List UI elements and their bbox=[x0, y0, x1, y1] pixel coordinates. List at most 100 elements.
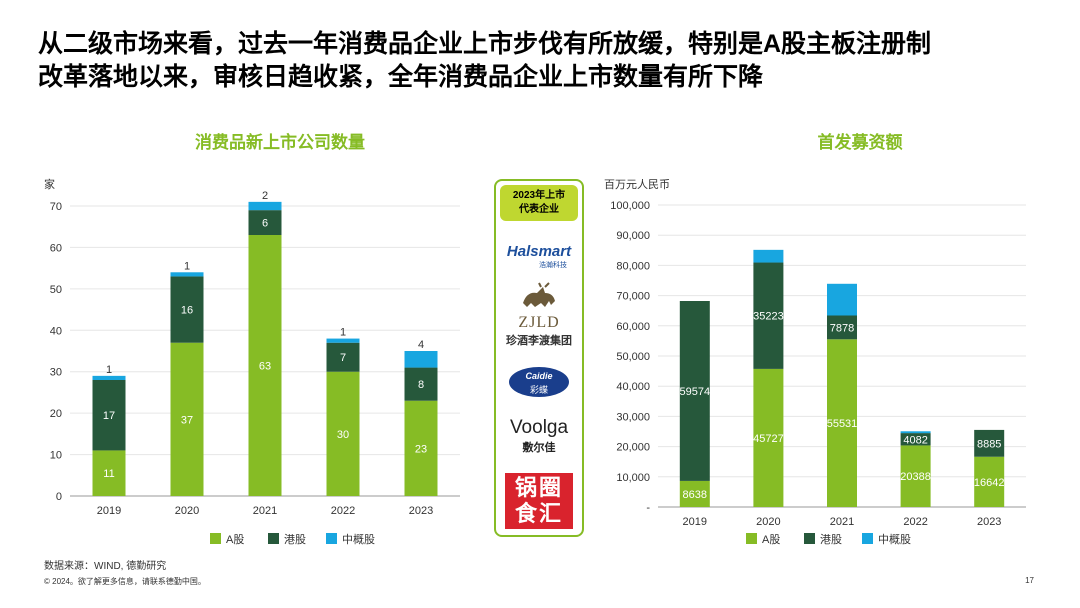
bar-china-concept-2021 bbox=[248, 201, 282, 211]
data-label-a-share-2020: 37 bbox=[181, 414, 193, 426]
x-tick-label: 2020 bbox=[756, 516, 780, 528]
chart-title-fundraising: 首发募资额 bbox=[817, 133, 903, 152]
bar-a-share-2021 bbox=[248, 235, 282, 496]
bar-hk-2019 bbox=[679, 300, 710, 481]
copyright: © 2024。欲了解更多信息，请联系德勤中国。 bbox=[44, 577, 206, 586]
bar-china-concept-2023 bbox=[404, 351, 438, 368]
legend-label-hk: 港股 bbox=[284, 533, 306, 546]
zjld-logo-cn: 珍酒李渡集团 bbox=[506, 335, 572, 347]
bar-hk-2022 bbox=[900, 433, 931, 446]
x-tick-label: 2021 bbox=[253, 505, 277, 517]
bar-hk-2023 bbox=[404, 367, 438, 401]
y-tick-label: 30 bbox=[50, 367, 62, 379]
bar-hk-2021 bbox=[248, 210, 282, 235]
x-tick-label: 2021 bbox=[830, 516, 854, 528]
y-tick-label: 70 bbox=[50, 201, 62, 213]
bar-china-concept-2020 bbox=[170, 272, 204, 277]
y-tick-label: 70,000 bbox=[616, 291, 650, 303]
zjld-logo-text: ZJLD bbox=[518, 314, 560, 331]
data-label-hk-2020: 16 bbox=[181, 305, 193, 317]
bar-a-share-2020 bbox=[753, 368, 784, 507]
x-tick-label: 2022 bbox=[903, 516, 927, 528]
data-source: 数据来源：WIND, 德勤研究 bbox=[44, 561, 167, 572]
y-tick-label: 100,000 bbox=[610, 200, 650, 212]
y-tick-label: 40,000 bbox=[616, 381, 650, 393]
y-tick-label: 60,000 bbox=[616, 321, 650, 333]
data-label-china-concept-2020: 1 bbox=[184, 260, 190, 272]
legend-swatch-hk bbox=[804, 533, 815, 544]
data-label-hk-2022: 7 bbox=[340, 352, 346, 364]
data-label-hk-2021: 7878 bbox=[830, 322, 854, 334]
bar-china-concept-2019 bbox=[92, 375, 126, 380]
data-label-a-share-2019: 8638 bbox=[683, 489, 707, 501]
halsmart-logo-text: Halsmart bbox=[506, 243, 572, 260]
headline-line-1: 从二级市场来看，过去一年消费品企业上市步伐有所放缓，特别是A股主板注册制 bbox=[38, 30, 932, 58]
bar-a-share-2019 bbox=[679, 480, 710, 507]
data-label-hk-2019: 17 bbox=[103, 410, 115, 422]
data-label-a-share-2022: 30 bbox=[337, 429, 349, 441]
voolga-logo-cn: 敷尔佳 bbox=[522, 442, 556, 454]
legend-label-china-concept: 中概股 bbox=[878, 533, 911, 546]
y-tick-label: 90,000 bbox=[616, 230, 650, 242]
zjld-logo: ZJLD 珍酒李渡集团 bbox=[496, 281, 582, 348]
legend-label-a-share: A股 bbox=[226, 533, 244, 546]
y-tick-label: 20,000 bbox=[616, 442, 650, 454]
bar-a-share-2022 bbox=[900, 445, 931, 507]
data-label-a-share-2020: 45727 bbox=[753, 433, 784, 445]
y-tick-label: 50 bbox=[50, 284, 62, 296]
fundraising-chart: - 10,000 20,000 30,000 40,000 50,000 60,000 70,… bbox=[610, 200, 1026, 546]
x-tick-label: 2020 bbox=[175, 505, 199, 517]
data-label-a-share-2023: 16642 bbox=[974, 477, 1005, 489]
x-tick-label: 2022 bbox=[331, 505, 355, 517]
bar-a-share-2023 bbox=[974, 456, 1005, 507]
y-tick-label: 40 bbox=[50, 325, 62, 337]
ox-icon bbox=[523, 282, 555, 307]
bar-hk-2022 bbox=[326, 342, 360, 372]
bar-hk-2021 bbox=[827, 315, 857, 340]
y-tick-label: 60 bbox=[50, 242, 62, 254]
halsmart-logo-sub: 浩瀚科技 bbox=[539, 262, 567, 269]
y-unit-count: 家 bbox=[44, 179, 55, 191]
legend-swatch-a-share bbox=[746, 533, 757, 544]
caidie-logo: Caidie 彩蝶 bbox=[496, 367, 582, 398]
data-label-hk-2022: 4082 bbox=[903, 434, 927, 446]
count-chart: 0102030405060701117120193716120206362202… bbox=[50, 190, 460, 546]
headline-line-2: 改革落地以来，审核日趋收紧，全年消费品企业上市数量有所下降 bbox=[38, 63, 764, 91]
legend-label-a-share: A股 bbox=[762, 533, 780, 546]
bar-a-share-2020 bbox=[170, 342, 204, 496]
guoquan-logo: 锅圈食汇 bbox=[496, 473, 582, 529]
legend-swatch-china-concept bbox=[326, 533, 337, 544]
panel-header-line-2: 代表企业 bbox=[519, 204, 559, 215]
bar-hk-2019 bbox=[92, 380, 126, 451]
y-tick-label: 80,000 bbox=[616, 260, 650, 272]
bar-china-concept-2022 bbox=[326, 338, 360, 343]
data-label-hk-2023: 8885 bbox=[977, 438, 1001, 450]
chart-title-count: 消费品新上市公司数量 bbox=[195, 133, 365, 152]
bar-hk-2023 bbox=[974, 429, 1005, 457]
halsmart-logo: Halsmart 浩瀚科技 bbox=[496, 243, 582, 270]
y-tick-label: 30,000 bbox=[616, 411, 650, 423]
bar-china-concept-2022 bbox=[900, 431, 931, 434]
bar-a-share-2023 bbox=[404, 400, 438, 496]
caidie-logo-text: Caidie bbox=[525, 371, 553, 381]
bar-china-concept-2020 bbox=[753, 249, 784, 263]
y-tick-label: 20 bbox=[50, 408, 62, 420]
data-label-china-concept-2022: 1 bbox=[340, 327, 346, 339]
x-tick-label: 2019 bbox=[683, 516, 707, 528]
data-label-a-share-2021: 63 bbox=[259, 361, 271, 373]
bar-china-concept-2021 bbox=[827, 283, 857, 316]
x-tick-label: 2023 bbox=[409, 505, 433, 517]
legend-swatch-hk bbox=[268, 533, 279, 544]
data-label-hk-2020: 35223 bbox=[753, 311, 784, 323]
x-tick-label: 2023 bbox=[977, 516, 1001, 528]
y-tick-label: - bbox=[646, 502, 650, 514]
data-label-a-share-2023: 23 bbox=[415, 443, 427, 455]
bar-a-share-2022 bbox=[326, 371, 360, 496]
bar-hk-2020 bbox=[753, 262, 784, 369]
bar-a-share-2019 bbox=[92, 450, 126, 496]
legend-swatch-china-concept bbox=[862, 533, 873, 544]
panel-header: 2023年上市 代表企业 bbox=[500, 185, 578, 221]
y-tick-label: 50,000 bbox=[616, 351, 650, 363]
headline: 从二级市场来看，过去一年消费品企业上市步伐有所放缓，特别是A股主板注册制 改革落… bbox=[38, 28, 1038, 94]
data-label-a-share-2021: 55531 bbox=[827, 418, 858, 430]
